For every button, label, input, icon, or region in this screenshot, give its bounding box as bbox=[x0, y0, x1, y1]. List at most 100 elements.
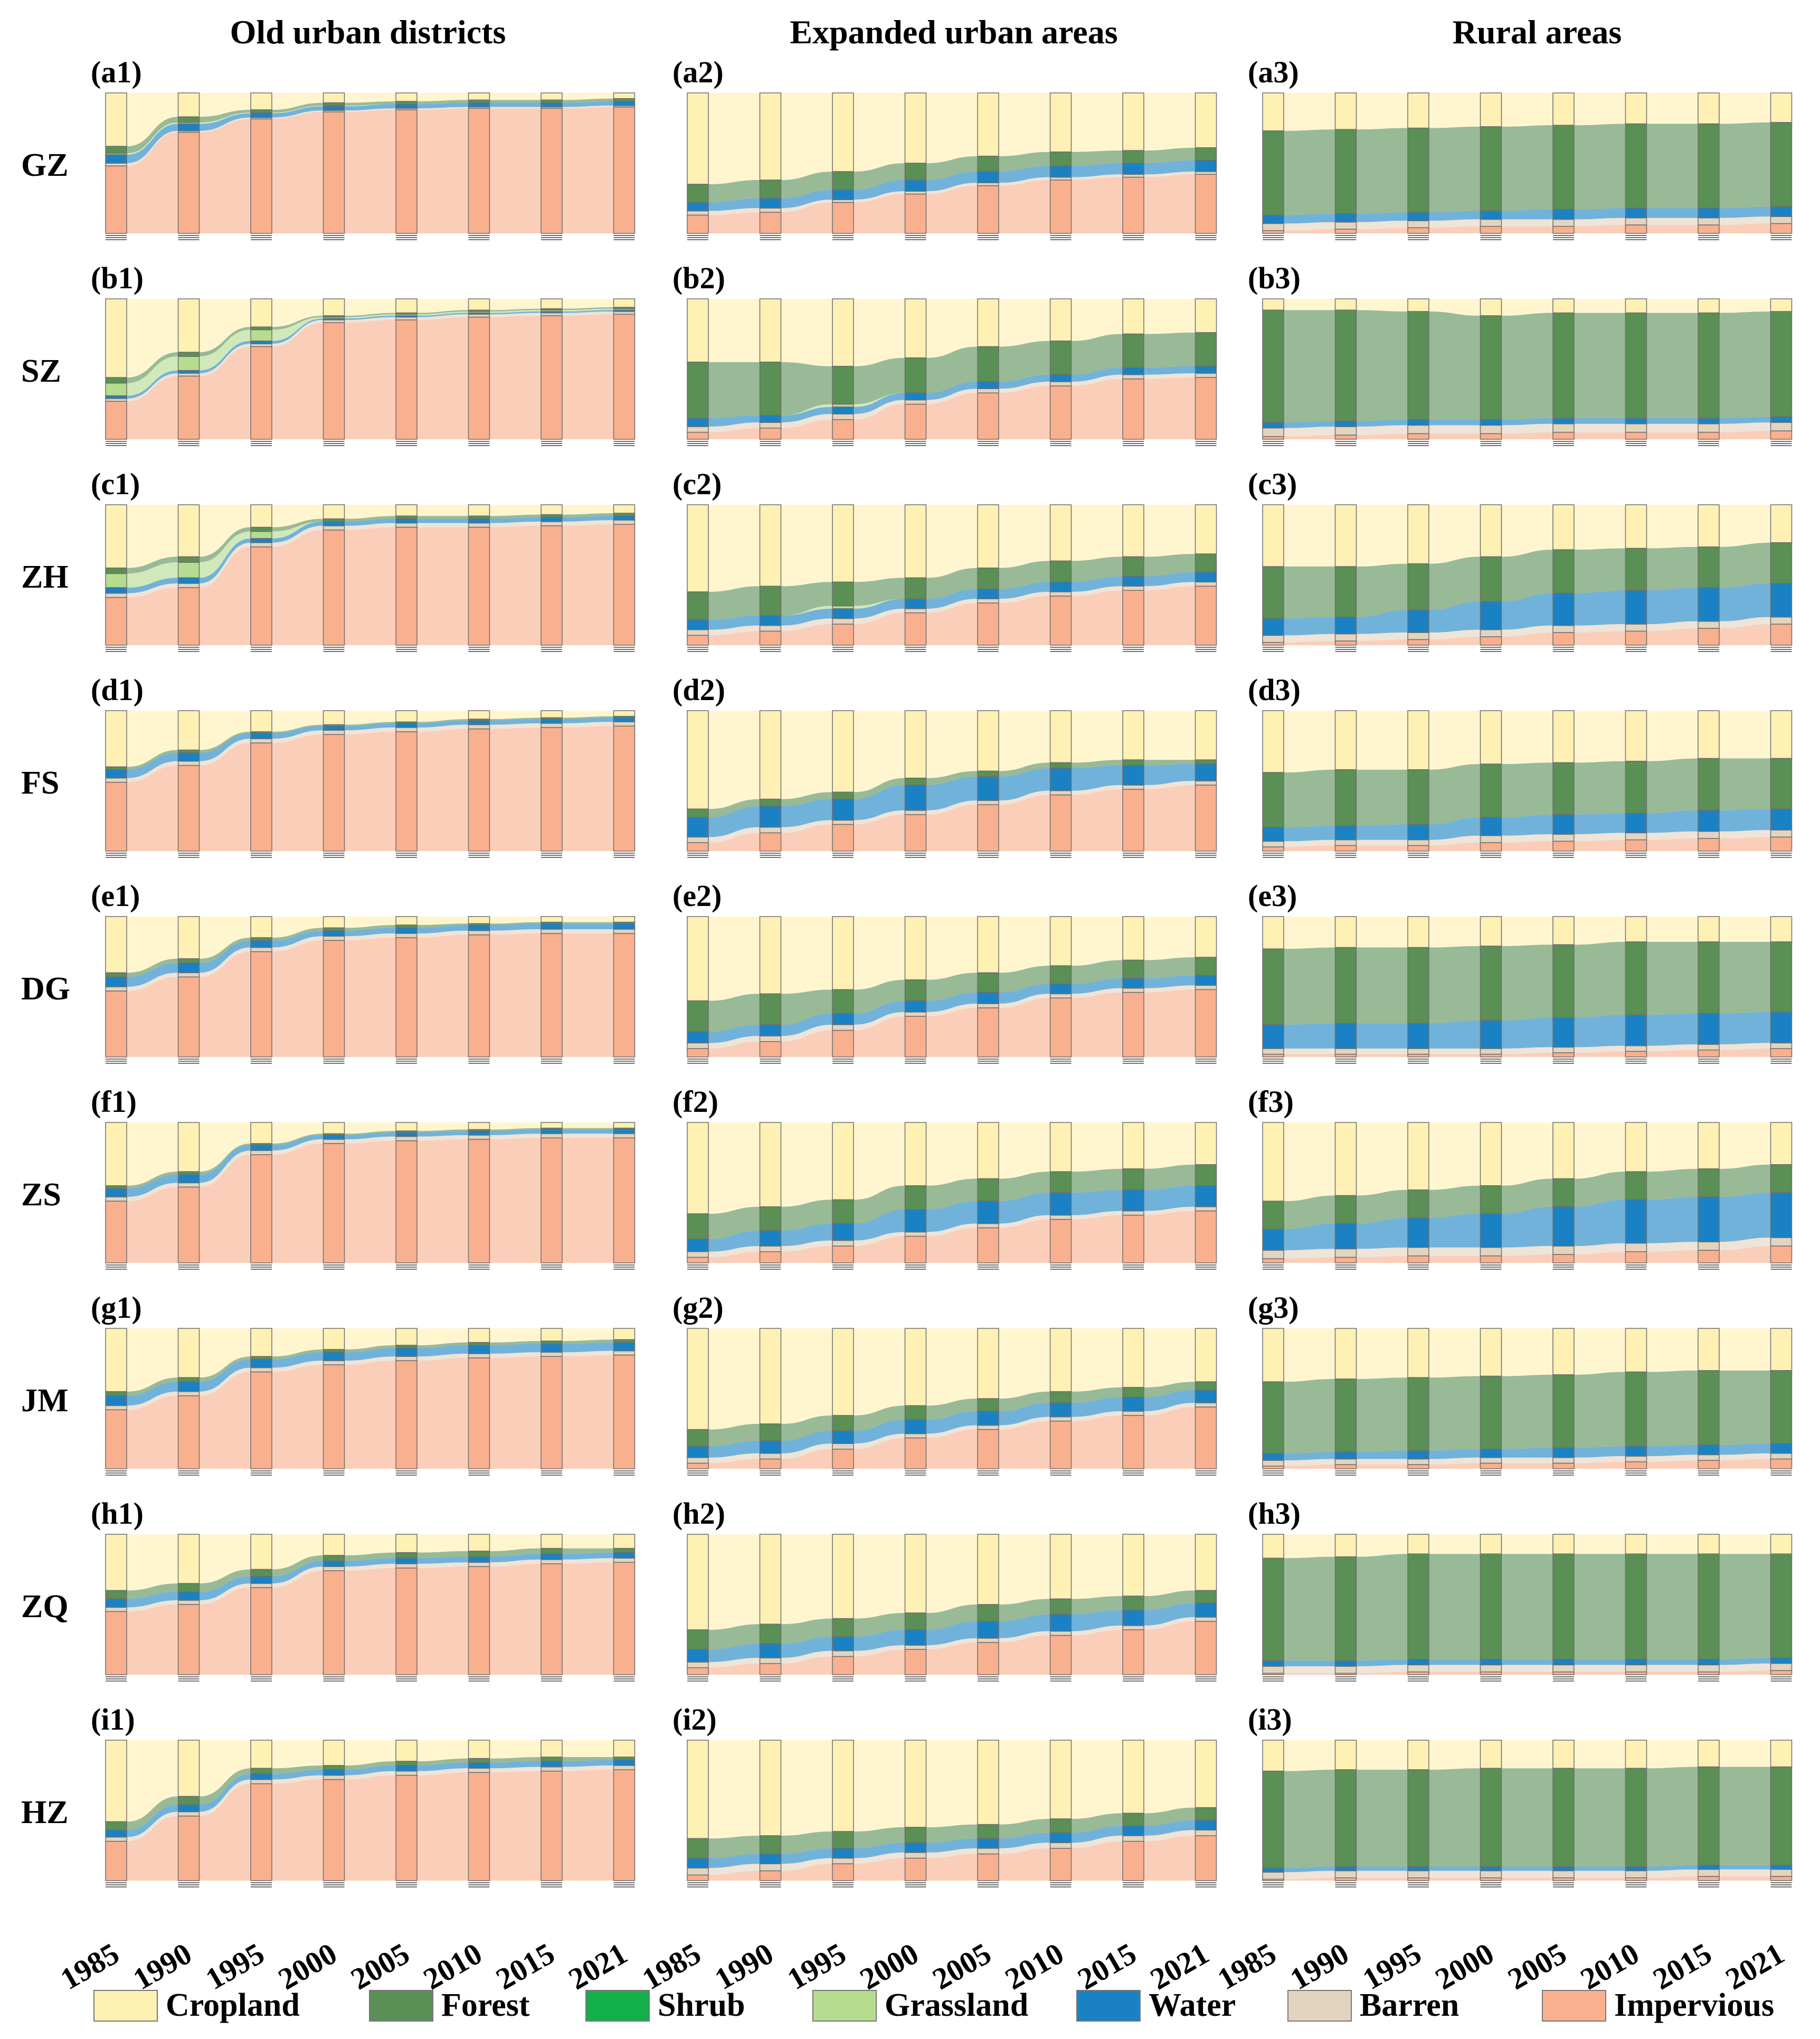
flow-cropland bbox=[272, 1740, 324, 1769]
panel-label: (g1) bbox=[91, 1290, 142, 1325]
flow-forest bbox=[1144, 554, 1196, 577]
flow-impervious bbox=[127, 376, 178, 439]
bar-impervious bbox=[1049, 1635, 1072, 1675]
flow-barren bbox=[1646, 1869, 1698, 1878]
bar-barren bbox=[687, 1251, 709, 1258]
flow-water bbox=[199, 538, 251, 583]
bar-cropland bbox=[613, 298, 636, 308]
bar-water bbox=[613, 515, 636, 521]
bar-water bbox=[1770, 1443, 1793, 1454]
flow-water bbox=[489, 719, 541, 725]
flow-water bbox=[489, 102, 541, 107]
flow-forest bbox=[708, 1624, 760, 1650]
flow-cropland bbox=[272, 1122, 324, 1144]
bar-forest bbox=[1195, 1807, 1217, 1821]
flow-cropland bbox=[1501, 917, 1553, 946]
panel-label: (h2) bbox=[672, 1496, 725, 1531]
bar-cropland bbox=[832, 916, 854, 990]
bar-barren bbox=[977, 388, 999, 393]
flow-water bbox=[1284, 213, 1335, 224]
flow-forest bbox=[926, 973, 978, 1001]
bar-cropland bbox=[1049, 1122, 1072, 1172]
flow-water bbox=[1501, 1017, 1553, 1049]
flow-barren bbox=[926, 389, 978, 404]
bar-water bbox=[541, 102, 563, 108]
flow-water bbox=[562, 1552, 614, 1560]
flow-water bbox=[781, 1431, 832, 1453]
flow-impervious bbox=[1501, 633, 1553, 645]
bar-cropland bbox=[1195, 504, 1217, 554]
bar-impervious bbox=[105, 1840, 127, 1881]
bar-water bbox=[1049, 374, 1072, 382]
bar-barren bbox=[759, 1863, 782, 1872]
flow-impervious bbox=[1429, 1877, 1481, 1881]
bar-water bbox=[1552, 1658, 1575, 1666]
flow-impervious bbox=[1071, 789, 1123, 851]
bar-cropland bbox=[541, 916, 563, 923]
bar-barren bbox=[105, 398, 127, 402]
flow-water bbox=[1574, 1200, 1626, 1247]
flow-impervious bbox=[708, 833, 760, 851]
bar-cropland bbox=[1770, 710, 1793, 759]
flow-water bbox=[1144, 572, 1196, 587]
bar-impervious bbox=[832, 824, 854, 852]
bar-barren bbox=[977, 1638, 999, 1643]
flow-impervious bbox=[708, 631, 760, 645]
flow-water bbox=[1719, 583, 1771, 621]
flow-cropland bbox=[1144, 1534, 1196, 1597]
bar-impervious bbox=[1407, 1671, 1429, 1675]
flow-impervious bbox=[344, 1568, 396, 1675]
bar-barren bbox=[687, 1662, 709, 1668]
bar-water bbox=[1262, 214, 1284, 224]
bar-forest bbox=[759, 1206, 782, 1231]
flow-barren bbox=[1501, 834, 1553, 843]
flow-barren bbox=[781, 1240, 832, 1252]
bar-water bbox=[541, 1761, 563, 1768]
bar-cropland bbox=[250, 1534, 272, 1570]
bar-impervious bbox=[1049, 1219, 1072, 1263]
bar-water bbox=[105, 154, 127, 164]
bar-forest bbox=[177, 1171, 200, 1175]
flow-water bbox=[1574, 1446, 1626, 1458]
bar-cropland bbox=[832, 1740, 854, 1832]
flow-cropland bbox=[1501, 1328, 1553, 1376]
year-tick-label: 2015 bbox=[1072, 1936, 1142, 1996]
flow-forest bbox=[1284, 567, 1335, 619]
bar-impervious bbox=[1195, 989, 1217, 1058]
bar-impervious bbox=[250, 1154, 272, 1263]
bar-water bbox=[1334, 213, 1357, 223]
flow-cropland bbox=[1429, 299, 1481, 316]
bar-water bbox=[1195, 763, 1217, 781]
flow-forest bbox=[1646, 546, 1698, 591]
panel-a2: (a2) bbox=[672, 55, 1217, 240]
bar-cropland bbox=[687, 1740, 709, 1839]
flow-barren bbox=[854, 1012, 905, 1031]
bar-cropland bbox=[1480, 298, 1502, 316]
flow-cropland bbox=[417, 1534, 469, 1553]
bar-cropland bbox=[687, 710, 709, 809]
flow-impervious bbox=[199, 1588, 251, 1675]
flow-impervious bbox=[926, 1854, 978, 1881]
bar-barren bbox=[250, 343, 272, 347]
flow-forest bbox=[1719, 941, 1771, 1014]
flow-impervious bbox=[781, 1656, 832, 1675]
flow-water bbox=[708, 415, 760, 427]
flow-grassland bbox=[781, 606, 832, 616]
bar-forest bbox=[177, 1377, 200, 1382]
bar-water bbox=[105, 587, 127, 594]
bar-forest bbox=[105, 1185, 127, 1189]
bar-water bbox=[1049, 1832, 1072, 1843]
bar-cropland bbox=[1770, 1328, 1793, 1371]
bar-forest bbox=[323, 927, 345, 931]
bar-forest bbox=[832, 1618, 854, 1637]
flow-cropland bbox=[999, 299, 1050, 347]
row-label: GZ bbox=[21, 147, 69, 183]
bar-forest bbox=[1122, 959, 1144, 979]
bar-barren bbox=[1552, 1870, 1575, 1878]
flow-impervious bbox=[562, 1562, 614, 1675]
bar-barren bbox=[904, 1852, 927, 1859]
flow-cropland bbox=[127, 299, 178, 377]
bar-barren bbox=[1334, 633, 1357, 641]
flow-cropland bbox=[1429, 505, 1481, 564]
bar-impervious bbox=[1195, 785, 1217, 852]
